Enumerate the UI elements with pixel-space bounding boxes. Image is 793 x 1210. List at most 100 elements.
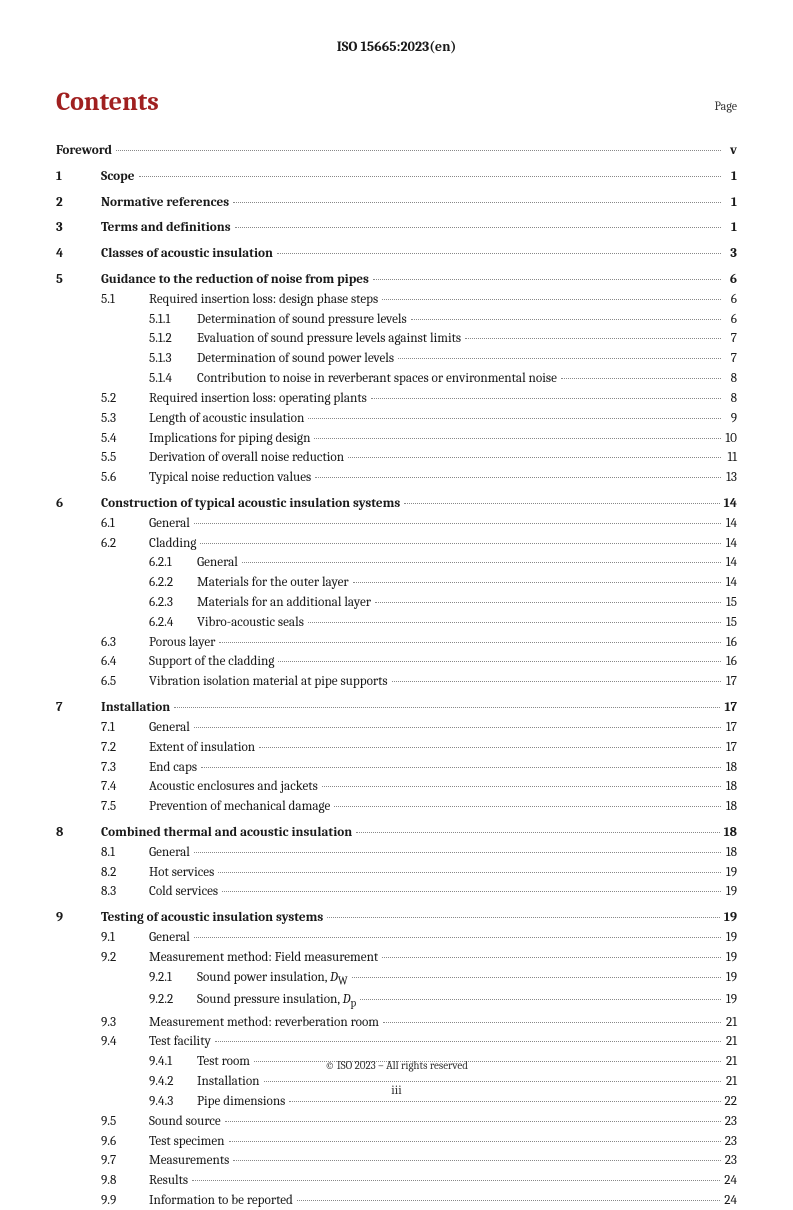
- toc-title: Measurements: [149, 1152, 231, 1170]
- toc-leader: [392, 681, 721, 682]
- toc-entry: 6.2Cladding14: [56, 535, 737, 553]
- toc-section-number: 7: [56, 699, 101, 717]
- toc-leader: [192, 1180, 720, 1181]
- toc-title: Normative references: [101, 194, 231, 212]
- contents-title: Contents: [56, 85, 159, 120]
- toc-title: Terms and definitions: [101, 219, 233, 237]
- toc-leader: [194, 852, 721, 853]
- toc-subsubsection-number: 6.2.4: [149, 614, 197, 632]
- toc-section-number: 2: [56, 194, 101, 212]
- toc-leader: [327, 917, 720, 918]
- toc-leader: [322, 786, 721, 787]
- toc-page: 18: [723, 759, 737, 777]
- toc-page: 11: [723, 449, 737, 467]
- toc-leader: [352, 977, 721, 978]
- title-row: Contents Page: [56, 85, 737, 120]
- copyright-footer: © ISO 2023 – All rights reserved: [0, 1059, 793, 1074]
- toc-subsection-number: 8.1: [101, 844, 149, 862]
- toc-subsection-number: 9.4: [101, 1033, 149, 1051]
- toc-title: Evaluation of sound pressure levels agai…: [197, 330, 463, 348]
- toc-title: Porous layer: [149, 634, 217, 652]
- toc-entry: 9.2Measurement method: Field measurement…: [56, 949, 737, 967]
- toc-page: 21: [723, 1014, 737, 1032]
- toc-leader: [315, 477, 721, 478]
- toc-title: General: [149, 844, 192, 862]
- toc-leader: [222, 891, 721, 892]
- toc-entry: 5.6Typical noise reduction values13: [56, 469, 737, 487]
- toc-leader: [360, 999, 721, 1000]
- toc-subsection-number: 9.8: [101, 1172, 149, 1190]
- toc-entry: 9.4Test facility21: [56, 1033, 737, 1051]
- toc-entry: 9.7Measurements23: [56, 1152, 737, 1170]
- toc-subsection-number: 6.1: [101, 515, 149, 533]
- toc-entry: 5Guidance to the reduction of noise from…: [56, 271, 737, 289]
- page-number: iii: [0, 1083, 793, 1100]
- toc-leader: [375, 602, 721, 603]
- toc-page: 1: [723, 168, 737, 186]
- toc-entry: 5.1Required insertion loss: design phase…: [56, 291, 737, 309]
- toc-entry: 2Normative references 1: [56, 194, 737, 212]
- toc-page: 6: [723, 291, 737, 309]
- toc-entry: 9.6Test specimen23: [56, 1133, 737, 1151]
- toc-title: Foreword: [56, 142, 114, 160]
- toc-subsection-number: 5.5: [101, 449, 149, 467]
- toc-leader: [278, 661, 721, 662]
- toc-title: Determination of sound pressure levels: [197, 311, 409, 329]
- toc-leader: [314, 438, 721, 439]
- toc-subsubsection-number: 9.2.1: [149, 969, 197, 987]
- toc-title: Derivation of overall noise reduction: [149, 449, 346, 467]
- toc-subsubsection-number: 6.2.3: [149, 594, 197, 612]
- toc-title: Determination of sound power levels: [197, 350, 396, 368]
- toc-section-number: 6: [56, 495, 101, 513]
- toc-subsubsection-number: 5.1.4: [149, 370, 197, 388]
- toc-title: Results: [149, 1172, 190, 1190]
- toc-leader: [219, 642, 721, 643]
- toc-title: Contribution to noise in reverberant spa…: [197, 370, 559, 388]
- toc-section-number: 9: [56, 909, 101, 927]
- toc-leader: [371, 398, 721, 399]
- toc-leader: [348, 457, 721, 458]
- toc-entry: 5.2Required insertion loss: operating pl…: [56, 390, 737, 408]
- toc-page: 14: [723, 535, 737, 553]
- toc-title: Information to be reported: [149, 1192, 295, 1210]
- toc-entry: 1Scope1: [56, 168, 737, 186]
- toc-entry: 9.2.1Sound power insulation, DW19: [56, 969, 737, 989]
- toc-page: 19: [723, 883, 737, 901]
- toc-leader: [398, 358, 721, 359]
- toc-leader: [308, 622, 721, 623]
- toc-subsection-number: 7.1: [101, 719, 149, 737]
- toc-leader: [139, 176, 722, 177]
- toc-entry: 8.2Hot services19: [56, 864, 737, 882]
- toc-leader: [382, 957, 721, 958]
- toc-title: End caps: [149, 759, 199, 777]
- toc-page: 13: [723, 469, 737, 487]
- toc-subsubsection-number: 9.2.2: [149, 991, 197, 1009]
- toc-leader: [235, 227, 721, 228]
- toc-page: 14: [723, 554, 737, 572]
- toc-leader: [233, 202, 721, 203]
- toc-page: 19: [723, 864, 737, 882]
- toc-subsection-number: 8.2: [101, 864, 149, 882]
- toc-page: 19: [723, 991, 737, 1009]
- toc-subsubsection-number: 5.1.3: [149, 350, 197, 368]
- toc-entry: 9Testing of acoustic insulation systems1…: [56, 909, 737, 927]
- toc-section-number: 3: [56, 219, 101, 237]
- toc-leader: [289, 1101, 720, 1102]
- toc-section-number: 4: [56, 245, 101, 263]
- toc-title: Required insertion loss: design phase st…: [149, 291, 380, 309]
- toc-page: 23: [723, 1152, 737, 1170]
- toc-page: 1: [723, 194, 737, 212]
- toc-page: 17: [723, 719, 737, 737]
- toc-page: 18: [722, 824, 737, 842]
- toc-title: Vibration isolation material at pipe sup…: [149, 673, 390, 691]
- toc-page: 21: [723, 1033, 737, 1051]
- toc-subsection-number: 6.4: [101, 653, 149, 671]
- toc-leader: [356, 832, 719, 833]
- toc-entry: Forewordv: [56, 142, 737, 160]
- toc-leader: [373, 279, 721, 280]
- toc-subsection-number: 5.2: [101, 390, 149, 408]
- toc-title: Implications for piping design: [149, 430, 312, 448]
- toc-title: General: [149, 515, 192, 533]
- toc-page: 7: [723, 350, 737, 368]
- toc-leader: [215, 1041, 721, 1042]
